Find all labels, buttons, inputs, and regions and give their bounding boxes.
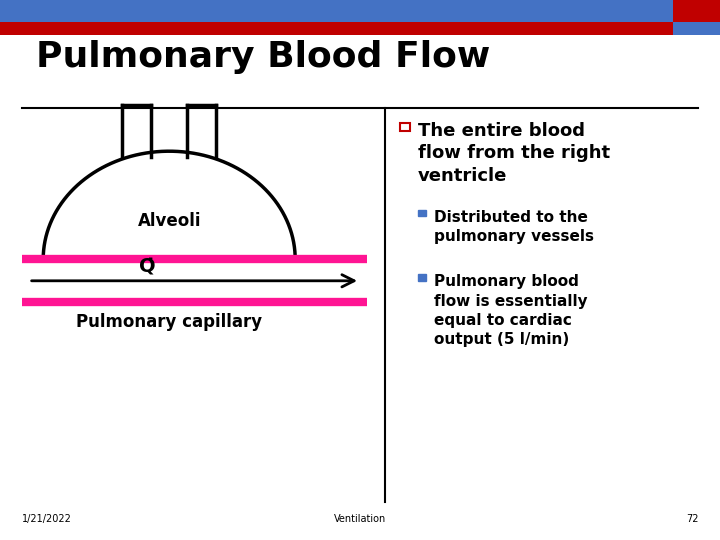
Text: 1/21/2022: 1/21/2022 — [22, 514, 71, 524]
Text: Distributed to the
pulmonary vessels: Distributed to the pulmonary vessels — [434, 210, 594, 244]
Text: The entire blood
flow from the right
ventricle: The entire blood flow from the right ven… — [418, 122, 610, 185]
Text: Pulmonary capillary: Pulmonary capillary — [76, 313, 262, 331]
Text: Pulmonary blood
flow is essentially
equal to cardiac
output (5 l/min): Pulmonary blood flow is essentially equa… — [434, 274, 588, 347]
Text: Ventilation: Ventilation — [334, 514, 386, 524]
Text: 72: 72 — [686, 514, 698, 524]
Text: Q̇: Q̇ — [139, 256, 156, 275]
Text: Alveoli: Alveoli — [138, 212, 201, 231]
Text: Pulmonary Blood Flow: Pulmonary Blood Flow — [36, 40, 490, 75]
